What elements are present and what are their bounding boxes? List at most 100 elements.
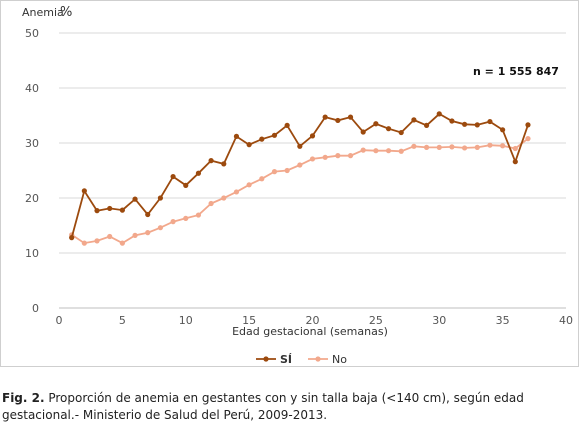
legend-swatch-marker	[315, 356, 321, 362]
data-point	[259, 176, 265, 182]
legend-swatch-marker	[263, 356, 269, 362]
x-axis-title: Edad gestacional (semanas)	[232, 325, 388, 338]
x-tick-label: 20	[306, 314, 320, 327]
y-tick-label: 40	[25, 82, 39, 95]
x-tick-label: 5	[119, 314, 126, 327]
data-point	[347, 153, 354, 159]
data-point	[487, 142, 493, 148]
data-point	[385, 148, 392, 154]
data-point	[195, 212, 202, 218]
data-point	[259, 136, 265, 142]
data-point	[107, 205, 113, 212]
sample-size-annotation: n = 1 555 847	[473, 65, 559, 78]
x-tick-label: 40	[559, 314, 573, 327]
legend-item: No	[308, 353, 347, 366]
data-point	[322, 154, 328, 160]
data-point	[525, 136, 531, 142]
data-point	[385, 126, 392, 132]
data-point	[398, 129, 404, 136]
series-layer	[69, 111, 531, 246]
line-chart: 0 10 20 30 40 50 0 5 10 15 20 25 30 35 40 Anemia % n …	[22, 5, 574, 366]
data-point	[525, 122, 531, 128]
data-point	[195, 170, 202, 176]
data-point	[398, 148, 404, 154]
y-tick-labels: 0 10 20 30 40 50	[25, 27, 39, 315]
data-point	[132, 196, 138, 202]
data-point	[157, 225, 163, 231]
x-tick-label: 10	[179, 314, 193, 327]
data-point	[221, 161, 227, 167]
data-point	[145, 211, 151, 218]
data-point	[119, 240, 125, 246]
caption-label: Fig. 2.	[2, 391, 45, 405]
caption-text: Proporción de anemia en gestantes con y …	[2, 391, 524, 422]
data-point	[284, 122, 290, 128]
legend-item: SÍ	[256, 353, 292, 366]
data-point	[246, 142, 252, 148]
y-tick-label: 20	[25, 192, 39, 205]
data-point	[81, 240, 87, 246]
y-tick-label: 50	[25, 27, 39, 40]
data-point	[170, 219, 176, 225]
data-point	[221, 195, 227, 201]
legend: SÍ No	[256, 353, 347, 366]
data-point	[360, 129, 366, 135]
data-point	[335, 117, 341, 124]
legend-label: SÍ	[280, 353, 292, 366]
data-point	[474, 144, 480, 150]
data-point	[94, 208, 100, 214]
data-point	[271, 132, 278, 138]
data-point	[487, 118, 493, 125]
y-axis-unit: %	[60, 5, 72, 20]
data-point	[81, 188, 87, 194]
x-tick-labels: 0 5 10 15 20 25 30 35 40	[56, 314, 574, 327]
data-point	[474, 122, 480, 128]
gridlines	[59, 32, 566, 254]
data-point	[157, 195, 163, 201]
data-point	[145, 230, 151, 236]
data-point	[183, 215, 189, 221]
series-si	[69, 111, 531, 241]
data-point	[411, 117, 417, 123]
data-point	[183, 182, 189, 188]
y-axis-title: Anemia	[22, 6, 64, 19]
data-point	[436, 111, 442, 117]
y-tick-label: 0	[32, 302, 39, 315]
data-point	[309, 133, 316, 139]
data-point	[500, 127, 506, 133]
data-point	[436, 144, 442, 150]
data-point	[284, 167, 290, 174]
series-line	[70, 112, 529, 238]
data-point	[309, 156, 316, 162]
data-point	[119, 207, 125, 213]
legend-label: No	[332, 353, 347, 366]
data-point	[423, 144, 430, 150]
data-point	[360, 147, 366, 153]
data-point	[347, 114, 354, 120]
data-point	[462, 121, 468, 127]
data-point	[69, 235, 75, 241]
data-point	[462, 145, 468, 151]
data-point	[512, 159, 518, 165]
chart-frame	[0, 0, 579, 367]
data-point	[132, 232, 138, 238]
data-point	[411, 143, 417, 149]
data-point	[512, 145, 518, 152]
data-point	[449, 118, 455, 124]
figure-caption: Fig. 2. Proporción de anemia en gestante…	[2, 390, 578, 424]
data-point	[233, 133, 240, 139]
data-point	[373, 121, 379, 127]
data-point	[297, 143, 303, 149]
x-tick-label: 25	[369, 314, 383, 327]
data-point	[246, 182, 252, 188]
data-point	[107, 233, 113, 240]
x-tick-label: 0	[56, 314, 63, 327]
y-tick-label: 30	[25, 137, 39, 150]
x-tick-label: 35	[496, 314, 510, 327]
data-point	[208, 200, 214, 207]
y-tick-label: 10	[25, 247, 39, 260]
series-line	[71, 137, 529, 245]
data-point	[94, 238, 100, 244]
data-point	[208, 158, 214, 164]
